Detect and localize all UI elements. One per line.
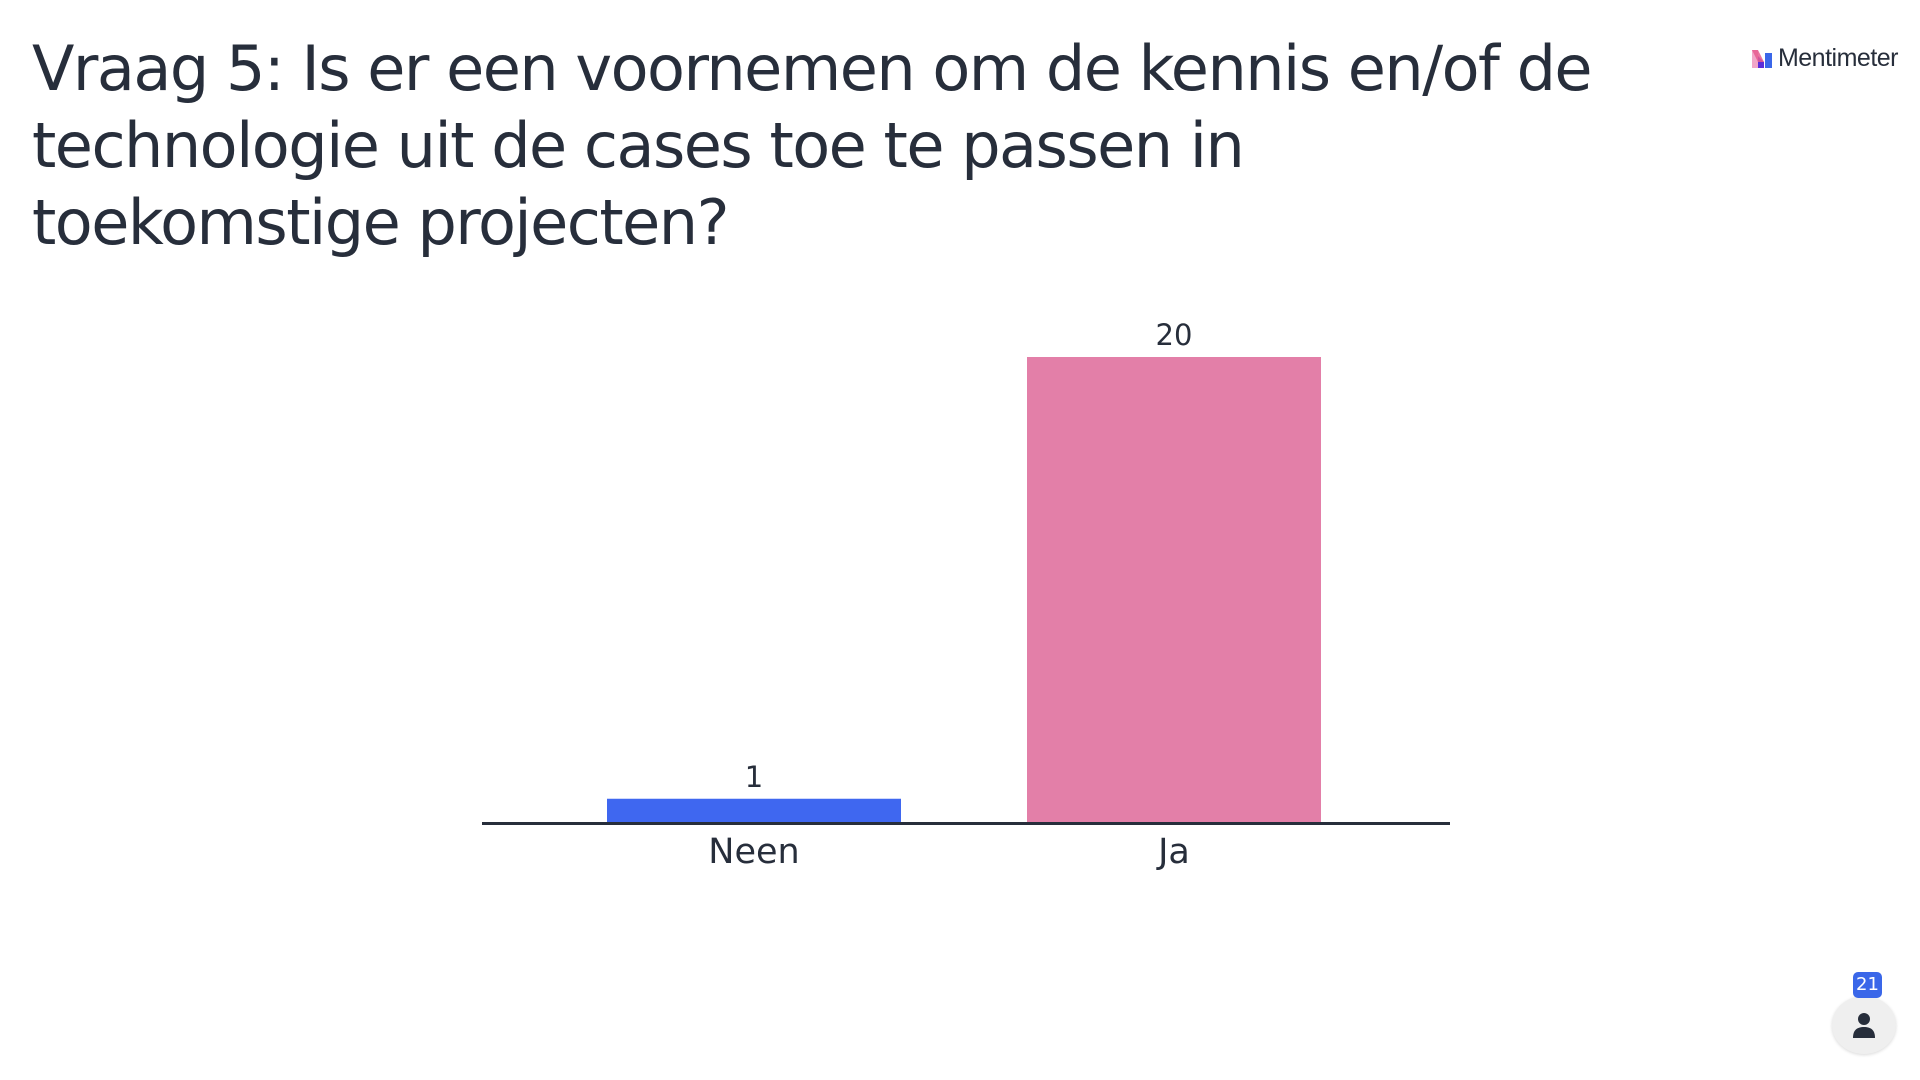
participants-widget[interactable]: 21: [1832, 972, 1896, 1054]
bar-ja: [1027, 357, 1321, 822]
brand: Mentimeter: [1751, 44, 1899, 73]
participants-button[interactable]: [1832, 996, 1896, 1054]
participant-count-badge: 21: [1853, 972, 1882, 998]
value-label-neen: 1: [745, 760, 763, 794]
tick-label-ja: Ja: [1156, 832, 1190, 872]
brand-name: Mentimeter: [1777, 44, 1899, 72]
mentimeter-logo-icon: [1751, 49, 1772, 68]
bar-neen: [607, 798, 901, 822]
tick-label-neen: Neen: [708, 832, 799, 872]
value-label-ja: 20: [1156, 318, 1193, 352]
slide-title: Vraag 5: Is er een voornemen om de kenni…: [32, 32, 1593, 259]
person-icon: [1853, 1013, 1875, 1038]
